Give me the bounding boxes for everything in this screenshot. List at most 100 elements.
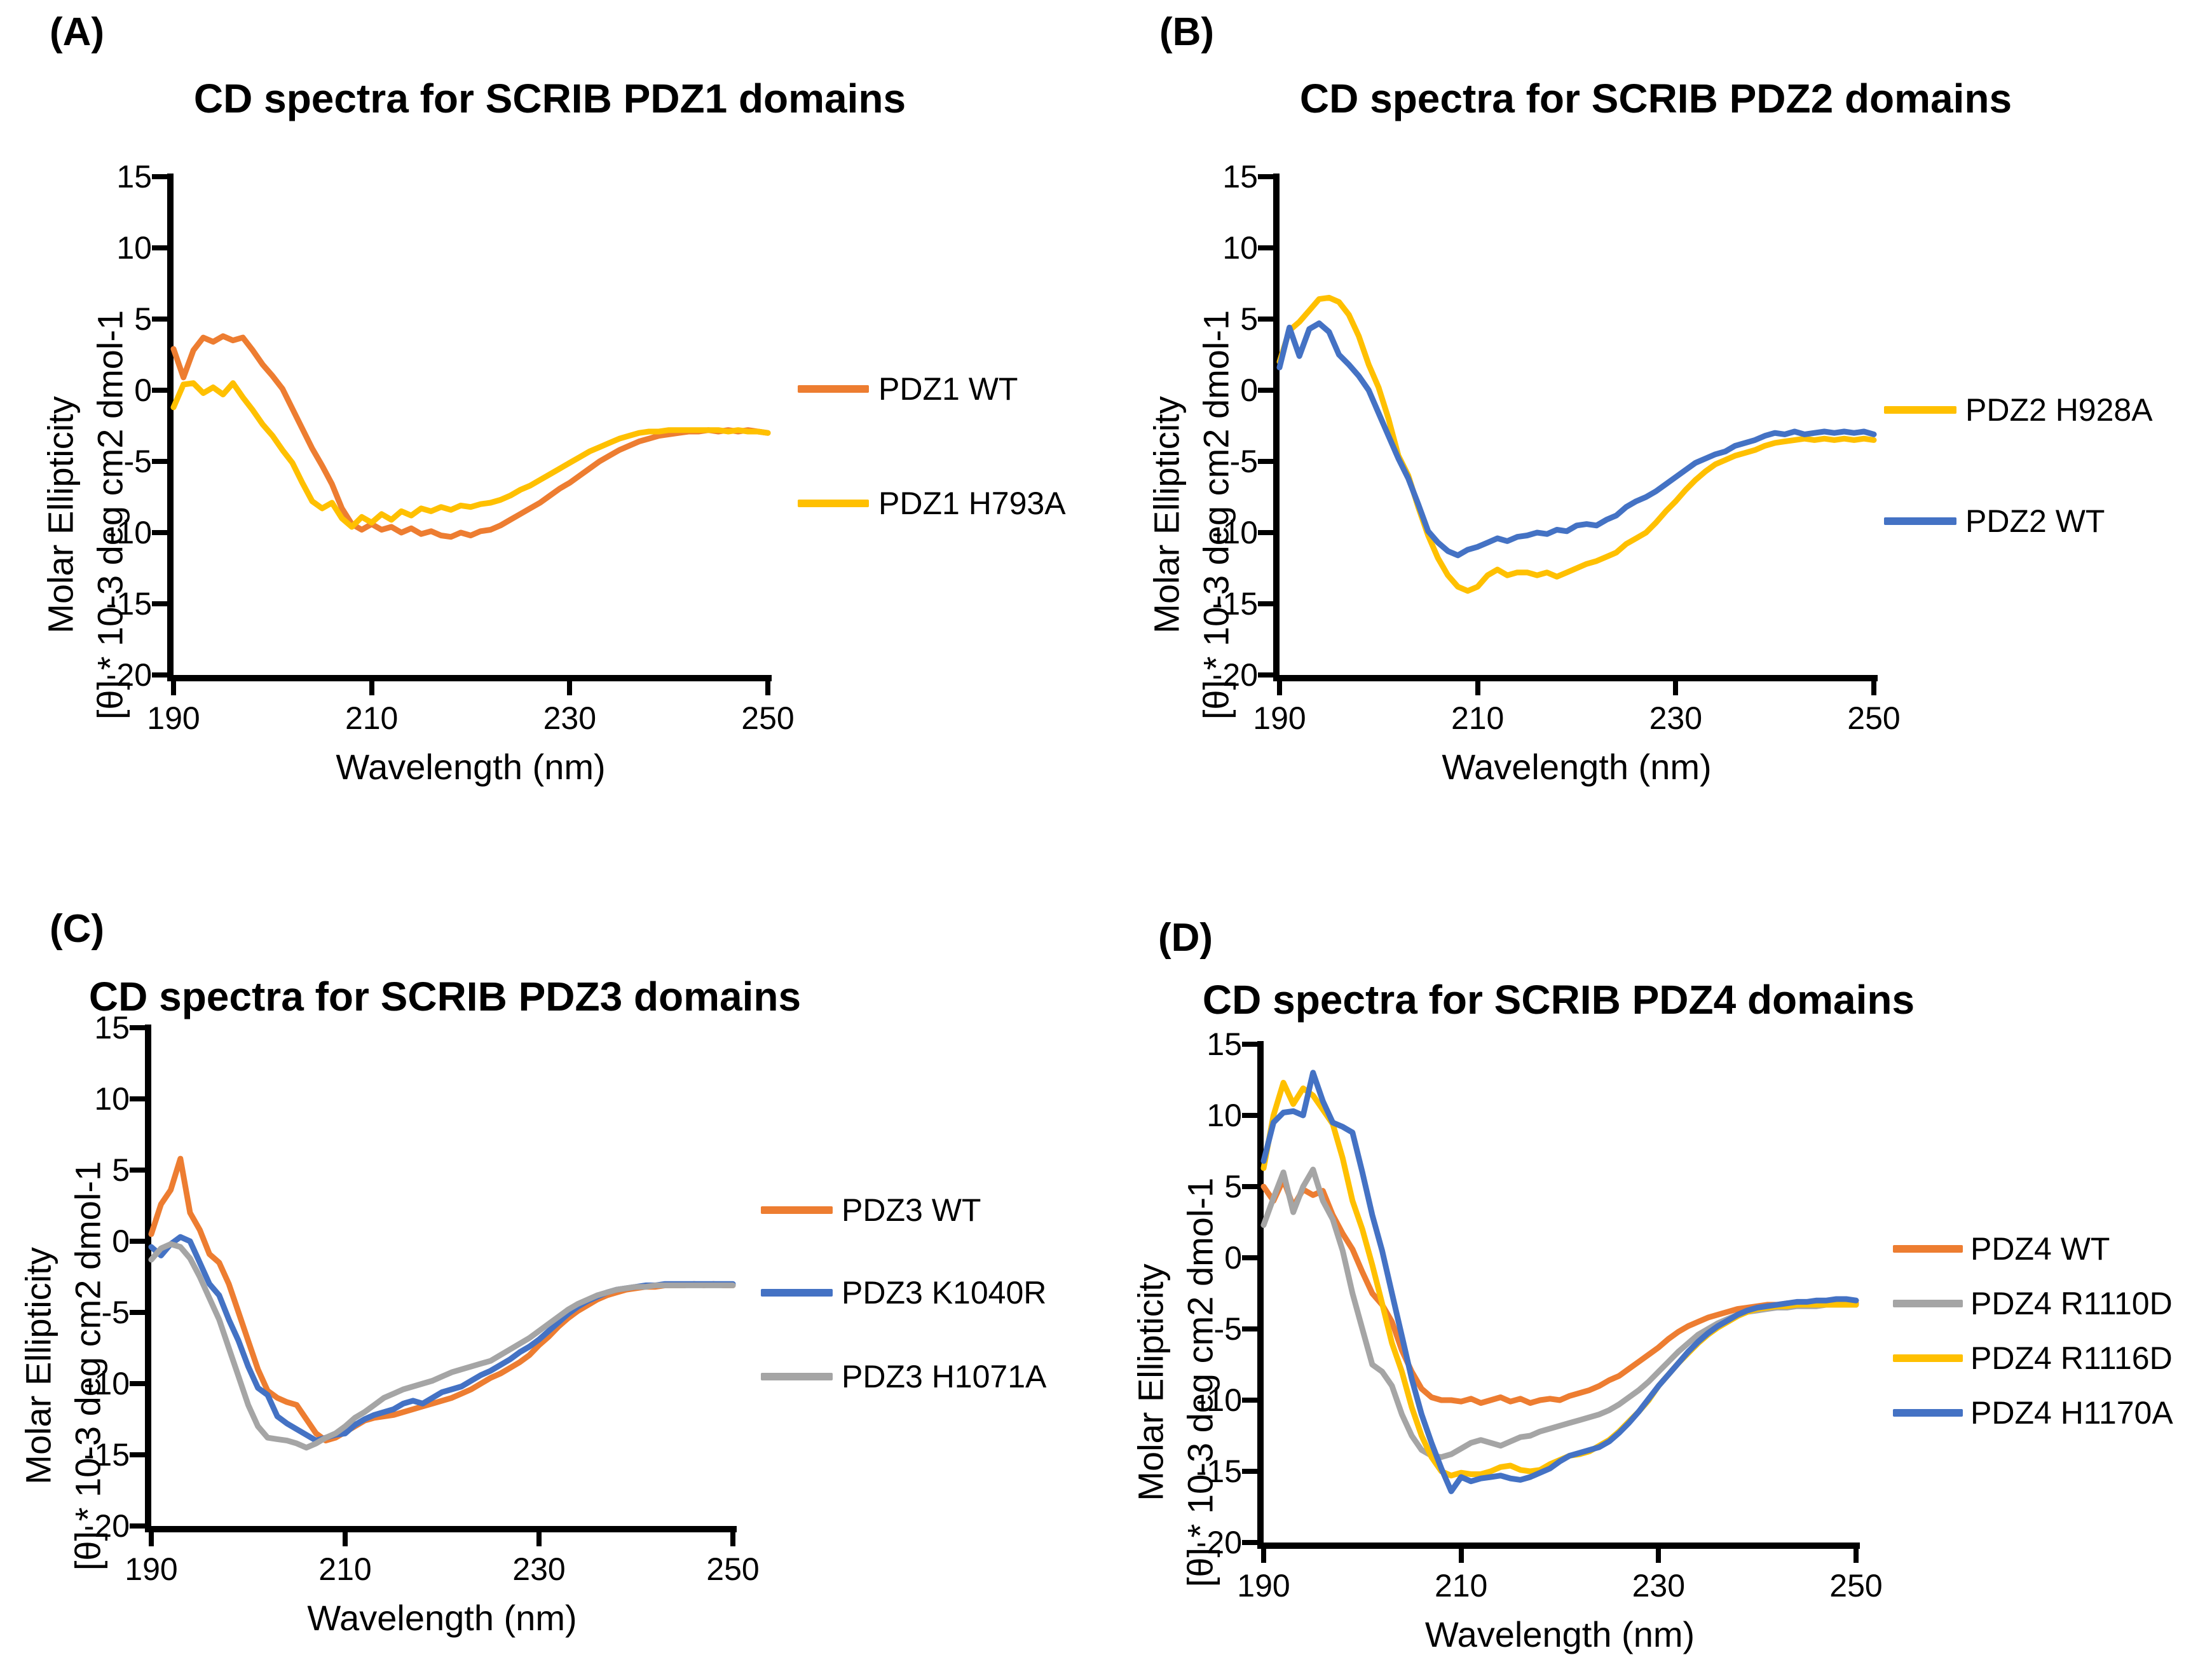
y-tick bbox=[1242, 1042, 1257, 1047]
y-tick-label: 5 bbox=[1224, 1169, 1242, 1204]
series-line-pdz1-wt bbox=[170, 333, 771, 540]
x-tick-label: 190 bbox=[147, 700, 200, 736]
panel-c: (C) CD spectra for SCRIB PDZ3 domains Mo… bbox=[0, 814, 1106, 1638]
y-tick bbox=[1258, 317, 1273, 322]
x-tick bbox=[1673, 681, 1679, 695]
x-tick-label: 250 bbox=[1829, 1568, 1883, 1604]
y-tick bbox=[1258, 672, 1273, 678]
y-tick-label: -20 bbox=[1196, 1525, 1242, 1560]
x-tick bbox=[1656, 1549, 1662, 1563]
series-line-pdz2-wt bbox=[1276, 320, 1877, 559]
y-axis bbox=[167, 174, 174, 681]
y-tick-label: 0 bbox=[112, 1223, 130, 1259]
x-tick bbox=[1854, 1549, 1859, 1563]
legend-line-pdz1-h793a bbox=[798, 500, 869, 507]
y-tick bbox=[130, 1310, 145, 1315]
y-tick bbox=[152, 459, 167, 464]
y-tick-label: -5 bbox=[101, 1295, 130, 1330]
x-axis bbox=[1257, 1543, 1860, 1549]
x-tick bbox=[567, 681, 573, 695]
panel-label: (C) bbox=[50, 907, 105, 951]
x-tick bbox=[1475, 681, 1480, 695]
x-tick-label: 210 bbox=[1451, 700, 1505, 736]
chart-canvas bbox=[1276, 294, 1877, 594]
x-tick bbox=[730, 1532, 735, 1546]
y-tick bbox=[1258, 601, 1273, 606]
legend-label-pdz4-r1116d: PDZ4 R1116D bbox=[1970, 1340, 2173, 1376]
y-tick bbox=[152, 672, 167, 678]
x-tick bbox=[343, 1532, 348, 1546]
y-tick-label: 5 bbox=[1240, 301, 1258, 337]
y-tick bbox=[1258, 530, 1273, 535]
legend-line-pdz2-h928a bbox=[1884, 406, 1956, 414]
chart-canvas bbox=[170, 333, 771, 540]
legend-label-pdz1-wt: PDZ1 WT bbox=[878, 371, 1018, 407]
chart-title: CD spectra for SCRIB PDZ4 domains bbox=[1202, 977, 1915, 1023]
chart-title: CD spectra for SCRIB PDZ1 domains bbox=[193, 76, 906, 121]
x-tick-label: 250 bbox=[1847, 700, 1901, 736]
y-tick-label: -20 bbox=[106, 657, 152, 693]
y-tick bbox=[1242, 1113, 1257, 1118]
x-tick bbox=[1261, 1549, 1266, 1563]
x-tick-label: 210 bbox=[1434, 1568, 1488, 1604]
y-tick-label: 10 bbox=[1222, 230, 1258, 266]
series-line-pdz4-r1110d bbox=[1260, 1166, 1859, 1461]
legend-label-pdz3-k1040r: PDZ3 K1040R bbox=[842, 1275, 1047, 1311]
chart-title: CD spectra for SCRIB PDZ2 domains bbox=[1299, 76, 2012, 121]
y-tick-label: 5 bbox=[134, 301, 152, 337]
panel-a: (A) CD spectra for SCRIB PDZ1 domains Mo… bbox=[0, 0, 1106, 814]
y-axis bbox=[1273, 174, 1280, 681]
y-tick-label: -10 bbox=[1196, 1382, 1242, 1418]
chart-canvas bbox=[1260, 1070, 1859, 1494]
series-line-pdz3-k1040r bbox=[148, 1234, 736, 1444]
y-tick-label: -5 bbox=[1229, 444, 1258, 479]
legend-line-pdz3-h1071a bbox=[761, 1373, 833, 1380]
legend-label-pdz3-wt: PDZ3 WT bbox=[842, 1192, 981, 1228]
legend-label-pdz2-h928a: PDZ2 H928A bbox=[1965, 392, 2153, 428]
y-tick bbox=[152, 530, 167, 535]
x-tick-label: 230 bbox=[512, 1551, 566, 1587]
legend-label-pdz4-wt: PDZ4 WT bbox=[1970, 1231, 2110, 1267]
x-tick bbox=[536, 1532, 542, 1546]
x-tick bbox=[149, 1532, 154, 1546]
x-tick-label: 230 bbox=[543, 700, 597, 736]
legend-label-pdz2-wt: PDZ2 WT bbox=[1965, 503, 2105, 539]
y-tick bbox=[130, 1025, 145, 1030]
y-tick-label: -20 bbox=[1212, 657, 1258, 693]
y-tick bbox=[1258, 174, 1273, 179]
x-tick bbox=[171, 681, 176, 695]
chart-canvas bbox=[148, 1155, 736, 1451]
x-tick-label: 250 bbox=[706, 1551, 760, 1587]
legend-line-pdz4-wt bbox=[1893, 1245, 1963, 1253]
x-axis bbox=[167, 675, 772, 681]
y-tick-label: -5 bbox=[123, 444, 152, 479]
legend-line-pdz1-wt bbox=[798, 385, 869, 393]
x-tick bbox=[1277, 681, 1282, 695]
y-tick bbox=[130, 1168, 145, 1173]
y-tick-label: 0 bbox=[134, 372, 152, 408]
series-line-pdz1-h793a bbox=[170, 380, 771, 530]
y-tick-label: -15 bbox=[1212, 586, 1258, 622]
y-tick-label: -10 bbox=[106, 515, 152, 550]
y-tick-label: 5 bbox=[112, 1152, 130, 1188]
y-tick-label: 15 bbox=[116, 159, 152, 194]
y-tick bbox=[152, 317, 167, 322]
series-line-pdz3-h1071a bbox=[148, 1241, 736, 1451]
legend-line-pdz4-h1170a bbox=[1893, 1409, 1963, 1417]
y-tick bbox=[152, 245, 167, 250]
y-tick bbox=[152, 174, 167, 179]
y-tick bbox=[1258, 388, 1273, 393]
panel-label: (D) bbox=[1158, 916, 1213, 960]
y-tick-label: -15 bbox=[83, 1437, 130, 1473]
y-tick bbox=[1242, 1469, 1257, 1474]
legend-label-pdz1-h793a: PDZ1 H793A bbox=[878, 486, 1066, 521]
y-tick-label: -15 bbox=[106, 586, 152, 622]
y-tick bbox=[1242, 1326, 1257, 1331]
y-tick-label: 10 bbox=[116, 230, 152, 266]
x-tick bbox=[369, 681, 374, 695]
y-tick-label: 0 bbox=[1240, 372, 1258, 408]
x-tick-label: 190 bbox=[125, 1551, 178, 1587]
x-tick-label: 190 bbox=[1237, 1568, 1290, 1604]
legend-line-pdz3-k1040r bbox=[761, 1289, 833, 1297]
panel-label: (B) bbox=[1159, 10, 1215, 54]
